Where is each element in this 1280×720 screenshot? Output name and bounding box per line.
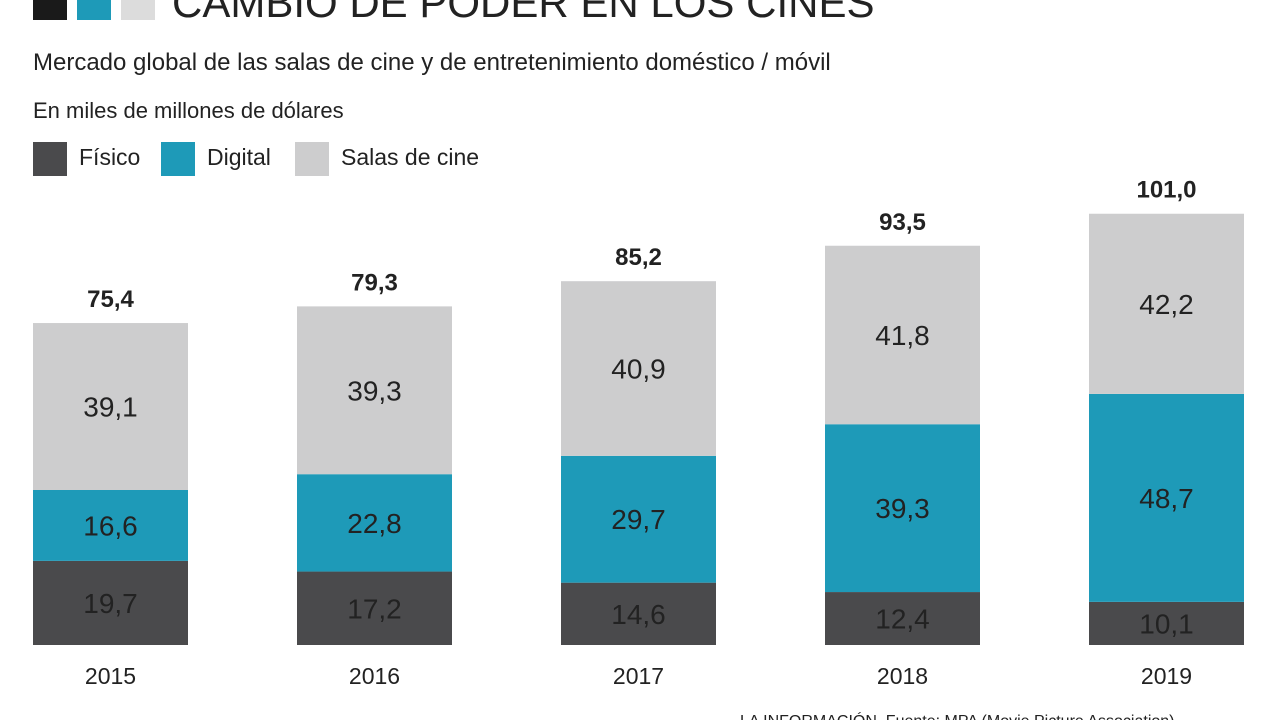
x-tick-label: 2016 (349, 663, 400, 689)
value-label: 39,1 (83, 392, 138, 423)
total-label: 79,3 (351, 269, 398, 296)
x-tick-label: 2019 (1141, 663, 1192, 689)
x-tick-label: 2015 (85, 663, 136, 689)
value-label: 40,9 (611, 354, 666, 385)
bar-segment (1089, 213, 1244, 394)
bar-segment (297, 474, 452, 572)
legend-label: Físico (79, 144, 140, 170)
value-label: 19,7 (83, 588, 138, 619)
subtitle: Mercado global de las salas de cine y de… (33, 49, 831, 76)
bar-segment (825, 245, 980, 425)
legend-swatch (33, 142, 67, 176)
source: LA INFORMACIÓN. Fuente: MPA (Movie Pictu… (740, 711, 1175, 720)
value-label: 10,1 (1139, 608, 1194, 639)
bar-segment (33, 560, 188, 645)
total-label: 75,4 (87, 286, 134, 313)
value-label: 39,3 (875, 493, 930, 524)
value-label: 42,2 (1139, 289, 1194, 320)
legend-label: Salas de cine (341, 144, 479, 170)
value-label: 12,4 (875, 604, 930, 635)
units-note: En miles de millones de dólares (33, 98, 344, 123)
title-square (33, 0, 67, 20)
value-label: 22,8 (347, 508, 402, 539)
total-label: 93,5 (879, 209, 926, 236)
bar-segment (1089, 393, 1244, 602)
value-label: 39,3 (347, 375, 402, 406)
bar-segment (1089, 601, 1244, 645)
value-label: 48,7 (1139, 483, 1194, 514)
bar-segment (561, 281, 716, 456)
legend-swatch (161, 142, 195, 176)
bar-segment (33, 489, 188, 561)
bar-segment (297, 306, 452, 475)
x-tick-label: 2017 (613, 663, 664, 689)
bar-segment (561, 582, 716, 645)
legend-label: Digital (207, 144, 271, 170)
value-label: 29,7 (611, 504, 666, 535)
x-tick-label: 2018 (877, 663, 928, 689)
total-label: 101,0 (1136, 177, 1196, 204)
total-label: 85,2 (615, 244, 662, 271)
value-label: 16,6 (83, 510, 138, 541)
bar-segment (825, 424, 980, 593)
bar-segment (297, 571, 452, 645)
bar-segment (825, 592, 980, 645)
title-square (77, 0, 111, 20)
value-label: 17,2 (347, 593, 402, 624)
legend-swatch (295, 142, 329, 176)
bar-segment (33, 323, 188, 490)
value-label: 14,6 (611, 599, 666, 630)
value-label: 41,8 (875, 320, 930, 351)
chart-title: CAMBIO DE PODER EN LOS CINES (172, 0, 874, 26)
title-square (121, 0, 155, 20)
bar-segment (561, 455, 716, 583)
